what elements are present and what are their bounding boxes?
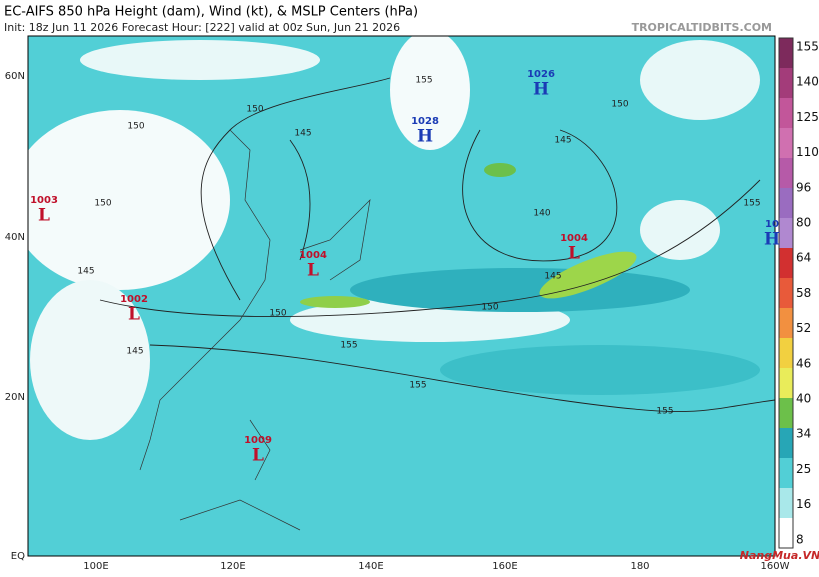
contour-label: 150 <box>481 303 498 313</box>
coastlines <box>139 129 371 531</box>
center-symbol: L <box>568 244 580 264</box>
colorbar-swatch <box>779 68 793 99</box>
colorbar-tick-label: 46 <box>796 356 811 370</box>
center-pressure: 1004 <box>299 250 327 261</box>
jet-core <box>539 251 637 299</box>
center-pressure: 1002 <box>120 294 148 305</box>
calm-area <box>390 36 470 150</box>
subtitle: Init: 18z Jun 11 2026 Forecast Hour: [22… <box>4 21 400 34</box>
colorbar-swatch <box>779 98 793 129</box>
contour-label: 150 <box>611 100 628 110</box>
calm-area <box>80 40 320 80</box>
colorbar-tick-label: 8 <box>796 532 804 546</box>
center-symbol: H <box>533 80 549 100</box>
lon-label: 160W <box>761 561 790 572</box>
title: EC-AIFS 850 hPa Height (dam), Wind (kt),… <box>4 5 418 20</box>
contour-label: 150 <box>269 309 286 319</box>
colorbar-tick-label: 64 <box>796 251 811 265</box>
colorbar-tick-label: 96 <box>796 180 811 194</box>
colorbar-swatch <box>779 428 793 459</box>
contour-label: 155 <box>409 381 426 391</box>
lon-label: 160E <box>492 561 517 572</box>
contour-label: 155 <box>656 407 673 417</box>
center-symbol: L <box>252 446 264 466</box>
center-pressure: 10 <box>765 219 779 230</box>
colorbar-tick-label: 40 <box>796 392 811 406</box>
colorbar-tick-label: 58 <box>796 286 811 300</box>
contour-label: 145 <box>544 272 561 282</box>
colorbar-tick-label: 25 <box>796 462 811 476</box>
center-symbol: H <box>417 127 433 147</box>
center-symbol: L <box>38 206 50 226</box>
contour-label: 145 <box>126 347 143 357</box>
lat-label: 60N <box>5 71 25 82</box>
contour-label: 155 <box>415 76 432 86</box>
colorbar-tick-label: 155 <box>796 40 819 54</box>
colorbar-tick-label: 16 <box>796 497 811 511</box>
contour-label: 150 <box>246 105 263 115</box>
strong-wind <box>350 268 690 312</box>
center-symbol: L <box>128 305 140 325</box>
calm-area <box>28 110 230 290</box>
colorbar-tick-label: 110 <box>796 145 819 159</box>
map <box>27 35 776 557</box>
colorbar-swatch <box>779 248 793 279</box>
calm-area <box>640 200 720 260</box>
contour-label: 155 <box>340 341 357 351</box>
colorbar: 155 140 125 110 96 80 64 58 52 46 40 34 25 16 8 <box>778 37 819 549</box>
center-symbol: L <box>307 261 319 281</box>
center-pressure: 1028 <box>411 116 439 127</box>
lat-label: 20N <box>5 392 25 403</box>
center-pressure: 1003 <box>30 195 58 206</box>
map-frame <box>27 35 776 557</box>
jet-core <box>300 296 370 308</box>
colorbar-swatch <box>779 338 793 369</box>
colorbar-swatch <box>779 278 793 309</box>
colorbar-swatch <box>779 488 793 519</box>
center-pressure: 1009 <box>244 435 272 446</box>
contour-label: 145 <box>554 136 571 146</box>
colorbar-swatch <box>779 158 793 189</box>
contour-label: 145 <box>294 129 311 139</box>
colorbar-tick-label: 52 <box>796 321 811 335</box>
watermark: NangMua.VN <box>740 549 819 562</box>
lat-label: 40N <box>5 232 25 243</box>
colorbar-swatch <box>779 218 793 249</box>
contour-label: 150 <box>127 122 144 132</box>
source: TROPICALTIDBITS.COM <box>632 21 772 34</box>
colorbar-swatch <box>779 458 793 489</box>
lon-label: 180 <box>630 561 649 572</box>
lon-label: 100E <box>83 561 108 572</box>
colorbar-swatch <box>779 398 793 429</box>
center-pressure: 1004 <box>560 233 588 244</box>
calm-area <box>640 40 760 120</box>
colorbar-swatch <box>779 368 793 399</box>
contour-label: 145 <box>77 267 94 277</box>
contour-label: 140 <box>533 209 550 219</box>
lat-label: EQ <box>11 551 25 562</box>
contour-label: 150 <box>94 199 111 209</box>
colorbar-swatch <box>779 188 793 219</box>
colorbar-frame <box>778 37 794 549</box>
colorbar-swatch <box>779 38 793 69</box>
colorbar-swatch <box>779 308 793 339</box>
colorbar-swatch <box>779 128 793 159</box>
lon-label: 120E <box>220 561 245 572</box>
calm-area <box>30 280 150 440</box>
colorbar-tick-label: 34 <box>796 427 811 441</box>
lon-label: 140E <box>358 561 383 572</box>
colorbar-tick-label: 80 <box>796 216 811 230</box>
colorbar-tick-label: 140 <box>796 75 819 89</box>
contour-label: 155 <box>743 199 760 209</box>
strong-wind <box>440 345 760 395</box>
center-pressure: 1026 <box>527 69 555 80</box>
colorbar-tick-label: 125 <box>796 110 819 124</box>
colorbar-swatch <box>779 518 793 549</box>
jet-core <box>484 163 516 177</box>
center-symbol: H <box>764 230 780 250</box>
